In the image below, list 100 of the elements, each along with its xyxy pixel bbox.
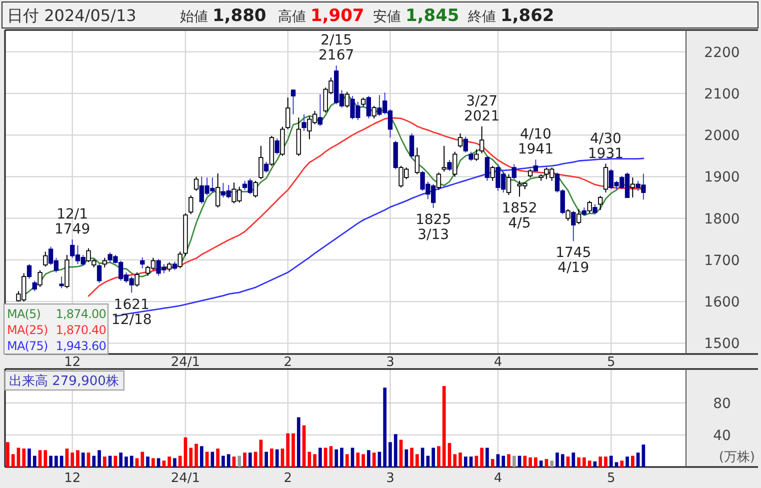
x-tick-label: 2 (284, 471, 292, 486)
bar (194, 444, 198, 467)
y-tick-label: 1500 (704, 336, 740, 352)
bar (22, 448, 26, 467)
candlestick (576, 208, 582, 225)
candlestick (366, 95, 371, 119)
bar (572, 452, 576, 467)
bar (86, 452, 90, 467)
candlestick (506, 174, 512, 196)
bar (512, 456, 516, 467)
text: MA(25) 1,870.40 (7, 323, 106, 337)
bar (366, 450, 370, 467)
x-tick-label: 12 (64, 355, 81, 370)
bar (296, 417, 300, 467)
bar (44, 450, 48, 467)
candlestick (409, 132, 414, 158)
bar (544, 458, 548, 467)
bar (6, 442, 10, 467)
candlestick (414, 147, 420, 175)
bar (162, 460, 166, 467)
candlestick (468, 151, 474, 162)
bar (550, 460, 554, 467)
candlestick (603, 163, 608, 193)
bar (65, 448, 69, 467)
bar (604, 456, 608, 467)
candlestick (290, 88, 296, 115)
bar (642, 444, 646, 467)
candlestick (442, 145, 446, 172)
candlestick (166, 262, 172, 272)
candlestick (360, 97, 366, 108)
bar (490, 458, 494, 467)
bar (345, 454, 349, 467)
y-tick-label: 1600 (704, 294, 740, 311)
candlestick (43, 251, 48, 268)
bar (636, 452, 640, 467)
bar (404, 449, 408, 467)
bar (238, 456, 242, 467)
candlestick (372, 105, 376, 119)
bar (432, 448, 435, 467)
candlestick (215, 172, 220, 208)
candlestick (102, 257, 108, 268)
candlestick (140, 256, 145, 269)
bar (124, 456, 128, 467)
bar (626, 456, 629, 467)
candlestick (194, 176, 199, 192)
candlestick (274, 138, 280, 155)
candlestick (258, 145, 264, 180)
annotation: 4/30 1931 (588, 130, 624, 162)
bar (270, 448, 274, 467)
bar (151, 458, 155, 467)
bar (248, 452, 252, 467)
text: MA(5) 1,874.00 (7, 307, 106, 321)
y-tick-label: 80 (713, 396, 731, 412)
y-axis-title: (万株) (718, 450, 755, 465)
annotation: 1825 3/13 (416, 212, 452, 243)
bar (54, 456, 58, 467)
candlestick (458, 132, 463, 148)
y-tick-label: 2000 (704, 128, 740, 144)
candlestick (59, 276, 64, 289)
bar (437, 446, 440, 467)
x-tick-label: 24/1 (170, 355, 200, 370)
bar (222, 456, 225, 467)
candlestick (512, 164, 516, 180)
bar (388, 442, 392, 467)
bar (560, 454, 564, 467)
bar (340, 448, 344, 467)
candlestick (253, 180, 258, 198)
x-tick-label: 2 (284, 355, 292, 370)
bar (356, 452, 360, 467)
annotation: 4/10 1941 (518, 126, 554, 158)
bar (178, 456, 182, 467)
x-tick-label: 3 (386, 471, 394, 486)
x-tick-label: 4 (494, 471, 502, 486)
bar (464, 456, 468, 467)
x-tick-label: 4 (494, 355, 502, 370)
y-tick-label: 1800 (704, 211, 740, 228)
bar (286, 433, 290, 467)
bar (200, 446, 204, 467)
bar (383, 388, 386, 467)
bar (523, 456, 527, 467)
bar (448, 442, 452, 467)
bar (140, 452, 144, 467)
candlestick (264, 161, 269, 174)
bar (486, 448, 489, 467)
candlestick (134, 272, 140, 288)
annotation: 3/27 2021 (464, 93, 500, 124)
bar (496, 454, 500, 467)
text: 終値 1,862 (467, 6, 554, 26)
bar (264, 452, 268, 467)
text: 始値 1,880 (180, 6, 266, 26)
candlestick (463, 136, 468, 154)
bar (189, 448, 193, 467)
bar (243, 452, 246, 467)
annotation: 1852 4/5 (502, 200, 538, 232)
bar (103, 456, 106, 467)
annotation: 12/1 1749 (54, 206, 90, 238)
candlestick (592, 204, 598, 214)
candlestick (178, 251, 182, 269)
bar (308, 452, 312, 467)
candlestick (96, 264, 102, 284)
